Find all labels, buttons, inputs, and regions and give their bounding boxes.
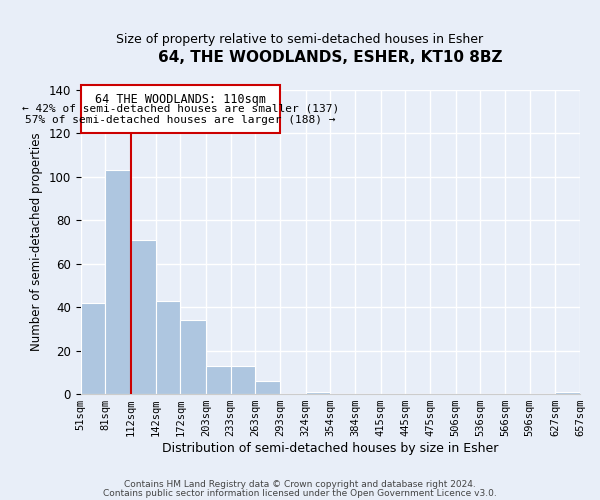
- Title: 64, THE WOODLANDS, ESHER, KT10 8BZ: 64, THE WOODLANDS, ESHER, KT10 8BZ: [158, 50, 503, 65]
- Text: Contains public sector information licensed under the Open Government Licence v3: Contains public sector information licen…: [103, 488, 497, 498]
- Text: 64 THE WOODLANDS: 110sqm: 64 THE WOODLANDS: 110sqm: [95, 93, 266, 106]
- Bar: [206, 366, 231, 394]
- Bar: [131, 240, 156, 394]
- Bar: [555, 392, 580, 394]
- Bar: [106, 170, 131, 394]
- Text: Size of property relative to semi-detached houses in Esher: Size of property relative to semi-detach…: [116, 32, 484, 46]
- Text: Contains HM Land Registry data © Crown copyright and database right 2024.: Contains HM Land Registry data © Crown c…: [124, 480, 476, 489]
- X-axis label: Distribution of semi-detached houses by size in Esher: Distribution of semi-detached houses by …: [162, 442, 499, 455]
- Bar: [305, 392, 331, 394]
- FancyBboxPatch shape: [81, 86, 280, 133]
- Text: ← 42% of semi-detached houses are smaller (137): ← 42% of semi-detached houses are smalle…: [22, 104, 339, 114]
- Bar: [231, 366, 256, 394]
- Bar: [256, 381, 280, 394]
- Bar: [81, 303, 106, 394]
- Bar: [181, 320, 206, 394]
- Text: 57% of semi-detached houses are larger (188) →: 57% of semi-detached houses are larger (…: [25, 115, 336, 125]
- Y-axis label: Number of semi-detached properties: Number of semi-detached properties: [30, 132, 43, 351]
- Bar: [156, 300, 181, 394]
